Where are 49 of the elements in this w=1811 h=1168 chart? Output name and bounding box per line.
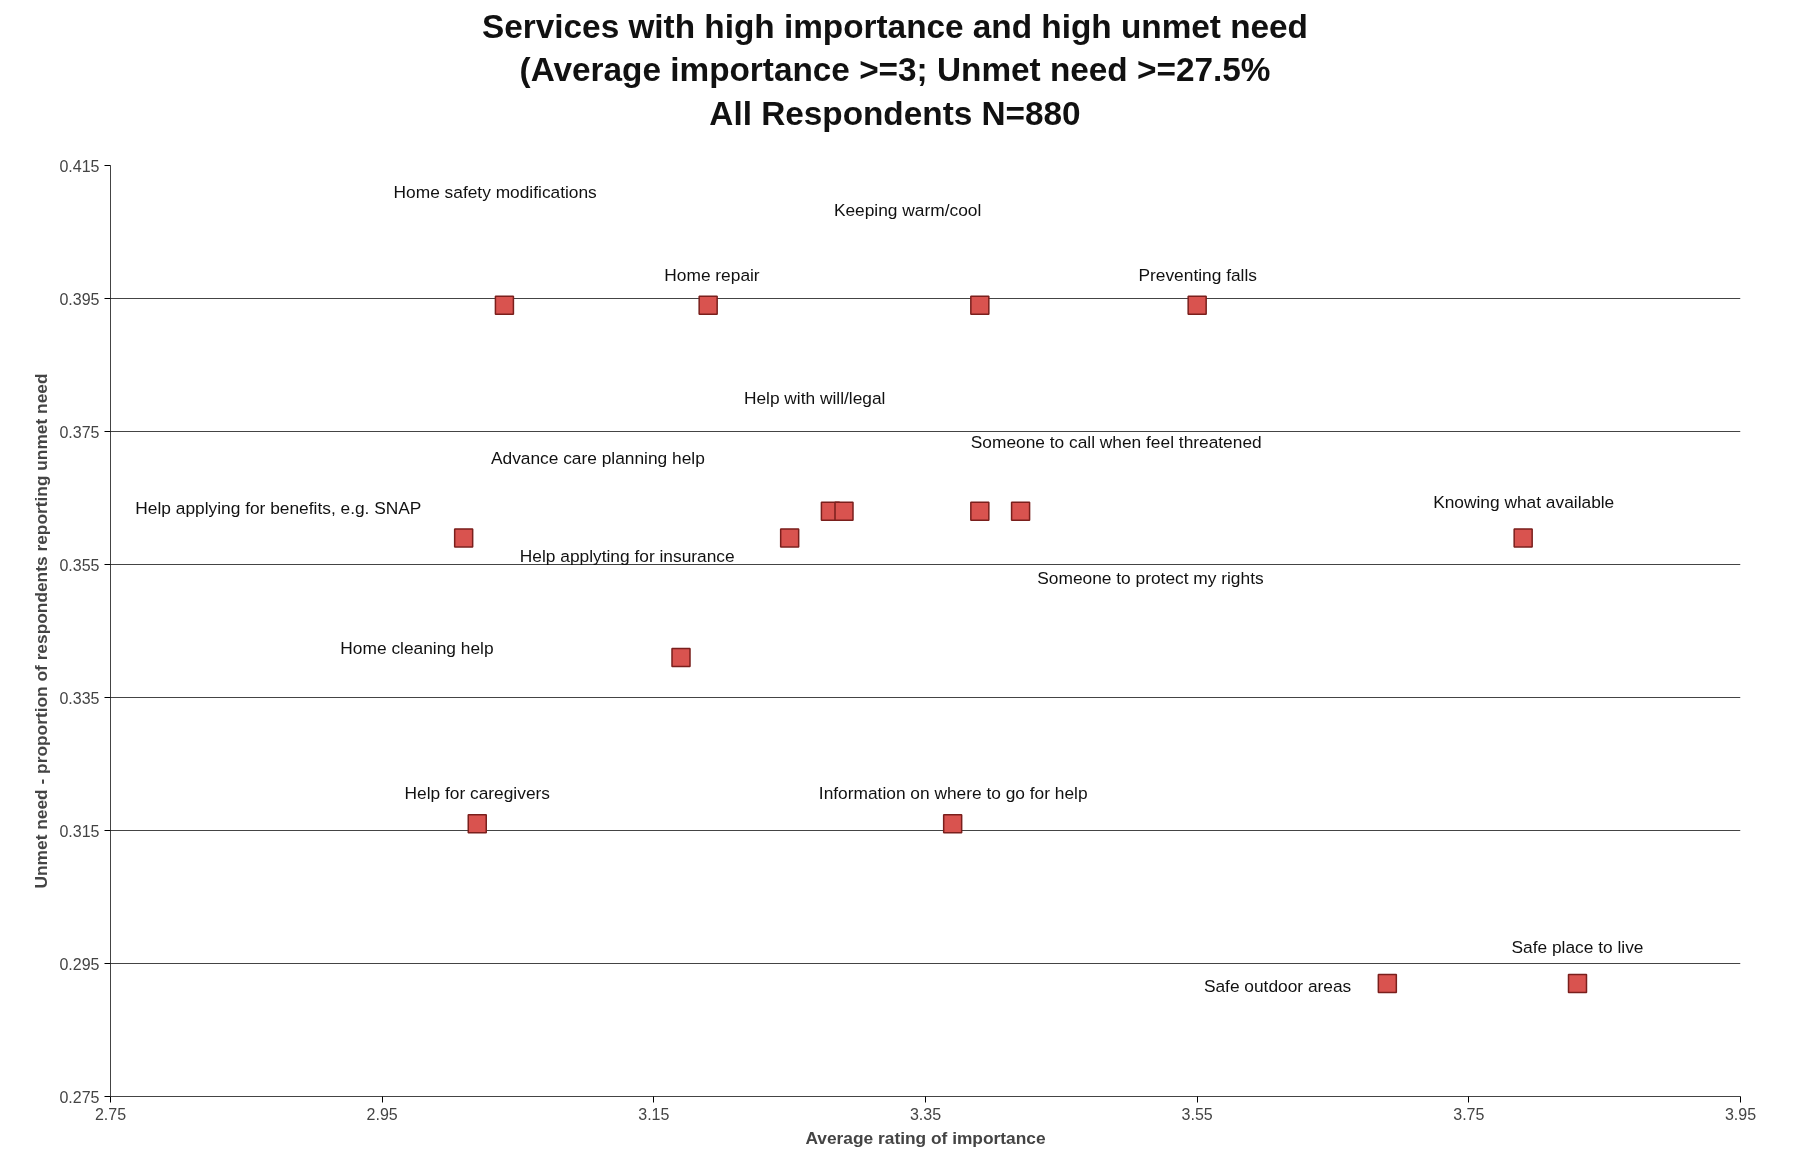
annotation: Home cleaning help (340, 637, 494, 658)
point (942, 814, 963, 834)
point (1567, 973, 1588, 994)
y-tick-label: 0.415 (59, 157, 100, 175)
point (698, 295, 718, 315)
x-tick-label: 2.75 (94, 1105, 127, 1123)
annotation: Help applying for benefits, e.g. SNAP (135, 498, 422, 519)
annotation: Home repair (664, 265, 760, 286)
point (494, 295, 515, 315)
annotation: Help with will/legal (743, 388, 886, 409)
y-tick-label: 0.275 (59, 1088, 100, 1106)
point (970, 501, 990, 522)
annotation: Help applyting for insurance (519, 545, 735, 566)
point (1187, 295, 1207, 315)
y-tick-label: 0.395 (59, 290, 100, 308)
x-axis-title: Average rating of importance (805, 1127, 1046, 1148)
point (1513, 528, 1533, 548)
annotation: Keeping warm/cool (833, 200, 982, 221)
y-tick-label: 0.335 (59, 689, 100, 707)
y-tick-label: 0.295 (59, 955, 100, 973)
x-tick-label: 3.75 (1453, 1105, 1485, 1123)
annotation: Safe place to live (1511, 936, 1644, 957)
x-tick-label: 3.95 (1724, 1105, 1757, 1123)
annotation: Someone to call when feel threatened (970, 432, 1262, 453)
point (453, 528, 474, 548)
annotation: Information on where to go for help (818, 782, 1088, 803)
point (834, 501, 854, 522)
x-tick-label: 2.95 (366, 1105, 398, 1123)
x-tick-label: 3.15 (638, 1105, 670, 1123)
point (467, 814, 487, 834)
annotation: Safe outdoor areas (1203, 975, 1352, 996)
annotation: Someone to protect my rights (1037, 567, 1264, 588)
point (1377, 973, 1398, 994)
y-axis-title: Unmet need - proportion of respondents reporting unmet need (31, 373, 52, 889)
annotation: Advance care planning help (490, 447, 705, 468)
x-tick-label: 3.55 (1181, 1105, 1213, 1123)
y-tick-label: 0.375 (59, 423, 100, 441)
annotation: Preventing falls (1138, 265, 1258, 286)
x-tick-label: 3.35 (909, 1105, 942, 1123)
annotation: Knowing what available (1433, 491, 1615, 512)
y-tick-label: 0.315 (59, 822, 100, 840)
point (671, 647, 691, 668)
annotation: Home safety modifications (393, 182, 598, 203)
point (779, 528, 800, 548)
chart-title: Services with high importance and high unmet need (Average importance >=3; Unmet need >=27.5% All Respondents N=880 (481, 7, 1309, 134)
point (1010, 501, 1031, 522)
y-tick-label: 0.355 (59, 556, 100, 574)
point (970, 295, 990, 315)
annotation: Help for caregivers (404, 782, 551, 803)
